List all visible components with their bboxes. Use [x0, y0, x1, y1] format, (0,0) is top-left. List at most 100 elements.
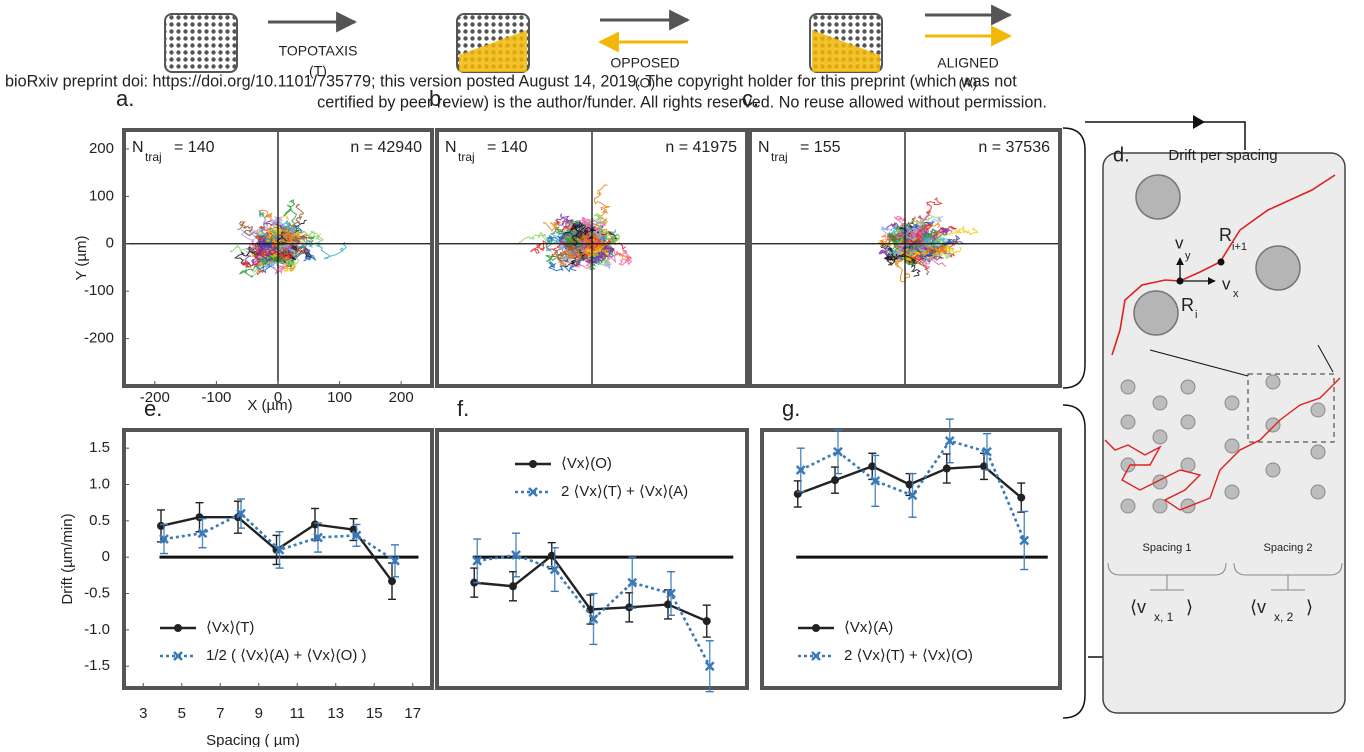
mean-label: ⟨v — [1130, 597, 1146, 617]
marker — [795, 465, 806, 475]
trajectory — [271, 216, 297, 239]
marker — [702, 617, 711, 626]
marker — [388, 577, 396, 586]
marker — [549, 564, 560, 575]
trajectory — [584, 245, 614, 264]
point-sub: i+1 — [1232, 241, 1247, 253]
trajectory — [558, 247, 583, 266]
n-count: n = 42940 — [350, 139, 422, 156]
panel-letter: c. — [742, 86, 759, 111]
pillar — [1224, 395, 1240, 411]
pillar — [1152, 498, 1168, 514]
trajectory — [587, 212, 610, 234]
marker — [509, 582, 517, 591]
y-tick-label: 0.5 — [89, 512, 110, 529]
panel-frame — [760, 428, 1062, 690]
pillar — [1180, 414, 1196, 430]
bracket — [1062, 127, 1086, 389]
trajectory — [290, 233, 309, 250]
trajectory — [888, 247, 905, 260]
legend-marker — [174, 624, 182, 632]
condition-label: ALIGNED — [937, 55, 998, 71]
trajectory — [908, 253, 930, 276]
trajectory — [920, 244, 948, 256]
n-traj-symbol: N — [132, 139, 144, 156]
n-count: n = 41975 — [665, 139, 737, 156]
marker — [627, 577, 638, 588]
trajectory — [887, 253, 905, 261]
trajectory — [283, 199, 300, 237]
marker — [625, 603, 634, 612]
marker — [390, 555, 400, 566]
mean-label: ⟨v — [1250, 597, 1266, 617]
marker — [351, 530, 362, 541]
marker — [704, 661, 715, 672]
zoom-line — [1317, 344, 1334, 373]
zoom-line — [1149, 349, 1249, 377]
y-tick-label: -1.0 — [84, 621, 110, 638]
trajectory — [901, 222, 933, 247]
point — [1217, 258, 1225, 266]
trajectory — [917, 238, 954, 263]
marker — [870, 475, 881, 486]
trajectory — [280, 203, 305, 239]
pillar — [1135, 174, 1181, 220]
point — [1176, 277, 1184, 285]
point-label: R — [1219, 225, 1232, 245]
marker — [905, 480, 914, 489]
trajectory — [922, 248, 952, 261]
trajectory — [274, 214, 290, 239]
pillar — [1265, 374, 1281, 390]
bracket — [1062, 404, 1086, 719]
y-tick-label: 200 — [89, 140, 114, 157]
mean-label: ⟩ — [1186, 597, 1193, 617]
y-tick-label: -200 — [84, 330, 114, 347]
marker — [982, 446, 992, 457]
pillar-icon — [164, 13, 238, 73]
trajectory — [560, 221, 596, 246]
marker — [1017, 493, 1026, 502]
pillar-grid — [1120, 374, 1326, 514]
marker — [588, 614, 599, 624]
trajectory — [1111, 174, 1336, 356]
trajectory — [264, 246, 279, 262]
watermark: certified by peer review) is the author/… — [317, 93, 1047, 111]
marker — [159, 534, 169, 544]
n-traj-symbol: N — [758, 139, 770, 156]
y-tick-label: 100 — [89, 187, 114, 204]
x-tick-label: 17 — [404, 705, 421, 722]
y-tick-label: -0.5 — [84, 584, 110, 601]
trajectory — [282, 256, 294, 266]
spacing-label: Spacing 1 — [1143, 542, 1192, 554]
trajectory — [296, 229, 325, 245]
pillar — [1310, 444, 1326, 460]
x-tick-label: 3 — [139, 705, 147, 722]
panel-letter: a. — [116, 86, 134, 111]
legend-label: ⟨Vx⟩(O) — [561, 455, 612, 472]
n-traj-value: = 155 — [800, 139, 841, 156]
y-tick-label: 1.5 — [89, 439, 110, 456]
y-tick-label: 0 — [102, 548, 110, 565]
marker — [472, 555, 483, 566]
x-tick-label: 9 — [255, 705, 263, 722]
trajectory — [878, 246, 892, 262]
trajectory — [880, 225, 894, 240]
trajectory — [889, 227, 911, 237]
spacing-label: Spacing 2 — [1264, 542, 1313, 554]
trajectory — [548, 220, 585, 243]
legend-marker — [811, 651, 821, 661]
x-tick-label: 100 — [327, 389, 352, 406]
legend-marker — [812, 624, 820, 632]
marker — [349, 525, 358, 534]
x-tick-label: -200 — [140, 389, 170, 406]
pillar — [1310, 484, 1326, 500]
watermark: bioRxiv preprint doi: https://doi.org/10… — [5, 72, 1017, 90]
n-traj-symbol: N — [445, 139, 457, 156]
pillar — [1180, 379, 1196, 395]
legend-label: ⟨Vx⟩(A) — [844, 619, 893, 636]
x-tick-label: 15 — [366, 705, 383, 722]
trajectory — [258, 209, 268, 237]
x-axis-label: Spacing ( µm) — [206, 732, 300, 747]
trajectory — [272, 247, 295, 261]
